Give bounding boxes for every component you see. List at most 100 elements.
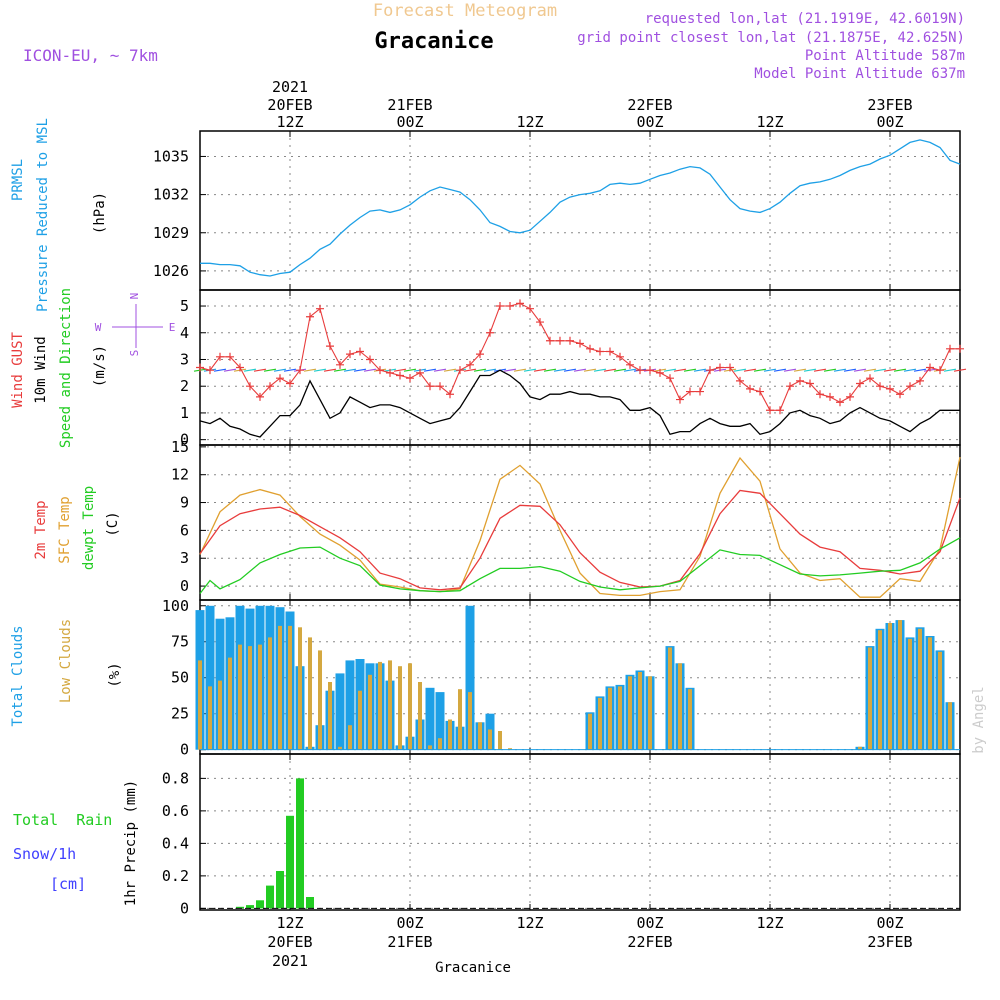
gust-point [386, 368, 394, 377]
y-tick-label: 0 [180, 431, 189, 449]
wind-direction-arrow [343, 368, 357, 372]
wind-direction-arrow [273, 368, 287, 372]
y-tick-label: 75 [171, 633, 189, 651]
y-tick-label: 0.2 [162, 867, 189, 885]
y-tick-label: 100 [162, 597, 189, 615]
rain-bar [236, 906, 244, 909]
wind-direction-arrow [213, 368, 227, 372]
gust-point [526, 304, 534, 313]
compass-west: W [95, 321, 102, 334]
gust-point [436, 382, 444, 391]
rain-label: Total Rain [13, 811, 112, 829]
clouds-ylabel: (%) [107, 662, 123, 687]
low-cloud-bar [638, 672, 642, 750]
y-tick-label: 0.6 [162, 802, 189, 820]
wind-direction-arrow [883, 368, 897, 372]
wind-direction-arrow [543, 368, 557, 372]
clouds-yticks: 0 25 50 75 100 [162, 597, 189, 759]
wind-direction-arrow [503, 368, 517, 372]
rain-bar [296, 778, 304, 909]
bottom-time-label: 12Z [516, 914, 543, 932]
rain-bar [266, 885, 274, 909]
total-cloud-bar [205, 605, 215, 750]
clouds-grid [200, 600, 960, 754]
low-cloud-bar [278, 625, 282, 750]
compass-east: E [169, 321, 176, 334]
temp-2m-line [199, 489, 961, 591]
gust-point [656, 368, 664, 377]
gust-point [606, 347, 614, 356]
gust-point [766, 406, 774, 415]
low-cloud-bar [408, 663, 412, 750]
precip-frame [199, 753, 961, 911]
pressure-ylabel: (hPa) [92, 192, 108, 234]
top-time-label: 23FEB [867, 96, 912, 114]
gust-point [906, 382, 914, 391]
gust-point [456, 366, 464, 375]
low-cloud-bar [348, 725, 352, 750]
low-cloud-bar [488, 729, 492, 750]
wind-direction-arrow [743, 368, 757, 372]
gust-point [626, 360, 634, 369]
gust-point [416, 368, 424, 377]
pressure-panel: 1026 1029 1032 1035 PRMSL Pressure Reduced … [10, 118, 961, 312]
y-tick-label: 1032 [153, 186, 189, 204]
y-tick-label: 1 [180, 404, 189, 422]
wind-gust-label: Wind GUST [10, 332, 26, 408]
total-cloud-bar [425, 687, 435, 750]
top-time-label: 00Z [636, 113, 663, 131]
total-cloud-bar [335, 673, 345, 750]
y-tick-label: 0 [180, 741, 189, 759]
wind-direction-arrow [483, 368, 497, 372]
low-cloud-bar [928, 637, 932, 750]
low-cloud-bar [598, 697, 602, 750]
wind-direction-arrow [443, 368, 457, 372]
closest-coords: grid point closest lon,lat (21.1875E, 42… [577, 30, 965, 46]
temp-series [199, 456, 961, 598]
model-name: ICON-EU, ~ 7km [23, 46, 158, 65]
bottom-time-label: 20FEB [267, 933, 312, 951]
snow-unit-label: [cm] [50, 875, 86, 893]
temp-sfc-label: SFC Temp [57, 496, 73, 563]
top-time-label: 00Z [876, 113, 903, 131]
y-tick-label: 1026 [153, 262, 189, 280]
rain-bar [286, 815, 294, 909]
gust-point [586, 344, 594, 353]
gust-point [866, 374, 874, 383]
wind-direction-arrow [463, 368, 477, 372]
gust-point [876, 382, 884, 391]
low-cloud-bar [318, 650, 322, 750]
gust-point [556, 336, 564, 345]
gust-point [466, 360, 474, 369]
low-cloud-bar [338, 746, 342, 750]
y-tick-label: 15 [171, 438, 189, 456]
total-cloud-bar [465, 605, 475, 750]
wind-direction-arrow [623, 368, 637, 372]
low-cloud-bar [298, 627, 302, 750]
wind-direction-arrow [763, 368, 777, 372]
wind-yticks: 0 1 2 3 4 5 [180, 297, 189, 449]
bottom-time-label: 22FEB [627, 933, 672, 951]
y-tick-label: 0 [180, 899, 189, 917]
low-cloud-bar [688, 689, 692, 750]
low-cloud-bar [478, 722, 482, 750]
wind-direction-arrow [863, 368, 877, 372]
low-cloud-bar [628, 676, 632, 750]
gust-point [846, 392, 854, 401]
y-tick-label: 50 [171, 669, 189, 687]
pressure-frame [199, 130, 961, 291]
low-cloud-bar [428, 745, 432, 750]
wind-direction-arrow [423, 368, 437, 372]
clouds-series [195, 605, 960, 751]
y-tick-label: 1035 [153, 147, 189, 165]
wind-direction-arrow [673, 368, 687, 372]
gust-point [896, 390, 904, 399]
wind-direction-arrow [573, 368, 587, 372]
precip-yticks: 0 0.2 0.4 0.6 0.8 [162, 769, 189, 917]
forecast-title: Forecast Meteogram [373, 1, 557, 21]
top-time-label: 21FEB [387, 96, 432, 114]
wind-direction-arrow [953, 368, 967, 372]
wind-direction-arrow [593, 368, 607, 372]
gust-point [236, 363, 244, 372]
